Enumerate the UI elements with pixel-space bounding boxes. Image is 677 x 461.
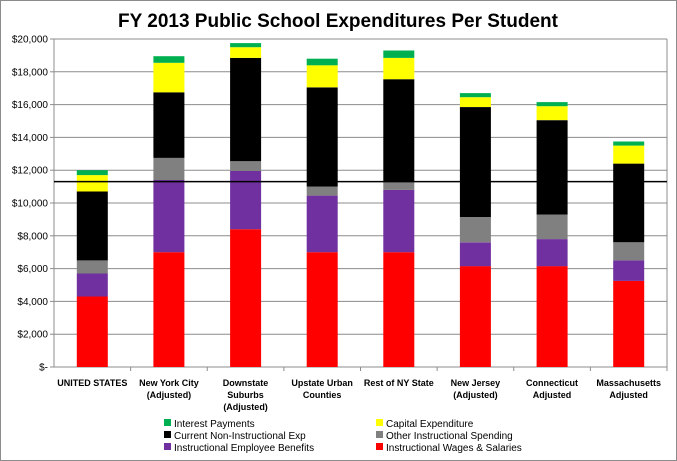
bar-segment	[383, 50, 415, 58]
chart-title: FY 2013 Public School Expenditures Per S…	[118, 11, 559, 32]
bar-segment	[230, 47, 262, 58]
bar-segment	[383, 189, 415, 253]
bar-segment	[613, 242, 645, 261]
legend-swatch	[164, 431, 171, 438]
bar-segment	[153, 157, 185, 180]
plot-area: $- $2,000 $4,000 $6,000 $8,000 $10,000 $12,000…	[12, 35, 668, 412]
bar-segment	[230, 161, 262, 171]
bar-segment	[613, 163, 645, 243]
legend-swatch	[376, 419, 383, 426]
legend-label: Instructional Employee Benefits	[174, 443, 314, 454]
bar-segment	[536, 214, 568, 240]
bar-segment	[459, 216, 491, 243]
bar-segment	[230, 229, 262, 367]
y-tick-label: $-	[39, 363, 48, 374]
bar-segment	[306, 195, 338, 253]
y-tick-label: $4,000	[17, 297, 48, 308]
bar-segment	[459, 242, 491, 267]
legend-label: Other Instructional Spending	[386, 431, 513, 442]
bar-segment	[383, 57, 415, 80]
bar-segment	[76, 191, 108, 261]
bar-segment	[383, 252, 415, 367]
y-tick-label: $6,000	[17, 264, 48, 275]
bar-segment	[306, 252, 338, 367]
bar-segment	[306, 186, 338, 196]
bar-segment	[76, 260, 108, 274]
legend-label: Current Non-Instructional Exp	[174, 431, 306, 442]
bar-segment	[230, 171, 262, 230]
bar-segment	[613, 145, 645, 164]
bar-segment	[536, 239, 568, 267]
bar-segment	[230, 43, 262, 48]
bar-segment	[306, 58, 338, 66]
legend-swatch	[376, 431, 383, 438]
bar-segment	[153, 180, 185, 253]
x-tick-label: Massachusetts Adjusted	[596, 378, 661, 400]
bar-segment	[76, 170, 108, 176]
bar-segment	[613, 280, 645, 367]
bar-segment	[536, 106, 568, 121]
legend-swatch	[164, 443, 171, 450]
x-tick-label: New Jersey (Adjusted)	[451, 378, 501, 400]
legend-label: Instructional Wages & Salaries	[386, 443, 522, 454]
x-tick-label: Connecticut Adjusted	[526, 378, 578, 400]
bar-segment	[536, 120, 568, 215]
bar-segment	[459, 93, 491, 98]
bar-segment	[459, 97, 491, 107]
y-tick-label: $10,000	[12, 199, 49, 210]
bar-segment	[306, 65, 338, 88]
bar-segment	[76, 273, 108, 297]
bar-segment	[536, 266, 568, 367]
y-tick-label: $16,000	[12, 100, 49, 111]
bar-segment	[383, 79, 415, 182]
bar-segment	[153, 62, 185, 93]
bar-segment	[459, 266, 491, 367]
legend: Interest Payments Capital Expenditure Curr…	[164, 419, 522, 454]
legend-label: Capital Expenditure	[386, 419, 474, 430]
x-tick-label: Downstate Suburbs (Adjusted)	[223, 378, 269, 412]
bar-segment	[613, 260, 645, 281]
y-tick-label: $18,000	[12, 67, 49, 78]
bar-segment	[536, 102, 568, 107]
y-tick-label: $20,000	[12, 35, 49, 46]
bar-segment	[153, 92, 185, 158]
bar-segment	[230, 57, 262, 162]
x-tick-label: Rest of NY State	[364, 378, 434, 388]
bar-segment	[76, 296, 108, 367]
y-tick-label: $14,000	[12, 133, 49, 144]
x-tick-label: UNITED STATES	[57, 378, 127, 388]
y-tick-label: $12,000	[12, 166, 49, 177]
x-tick-label: Upstate Urban Counties	[291, 378, 353, 400]
legend-swatch	[376, 443, 383, 450]
bar-segment	[459, 107, 491, 217]
y-tick-label: $8,000	[17, 231, 48, 242]
bar-segment	[153, 252, 185, 367]
bar-segment	[383, 181, 415, 190]
x-tick-label: New York City (Adjusted)	[139, 378, 199, 400]
legend-swatch	[164, 419, 171, 426]
bar-segment	[306, 87, 338, 187]
legend-label: Interest Payments	[174, 419, 255, 430]
bar-segment	[153, 56, 185, 63]
bar-segment	[613, 141, 645, 146]
y-tick-label: $2,000	[17, 330, 48, 341]
bar-segment	[76, 175, 108, 192]
